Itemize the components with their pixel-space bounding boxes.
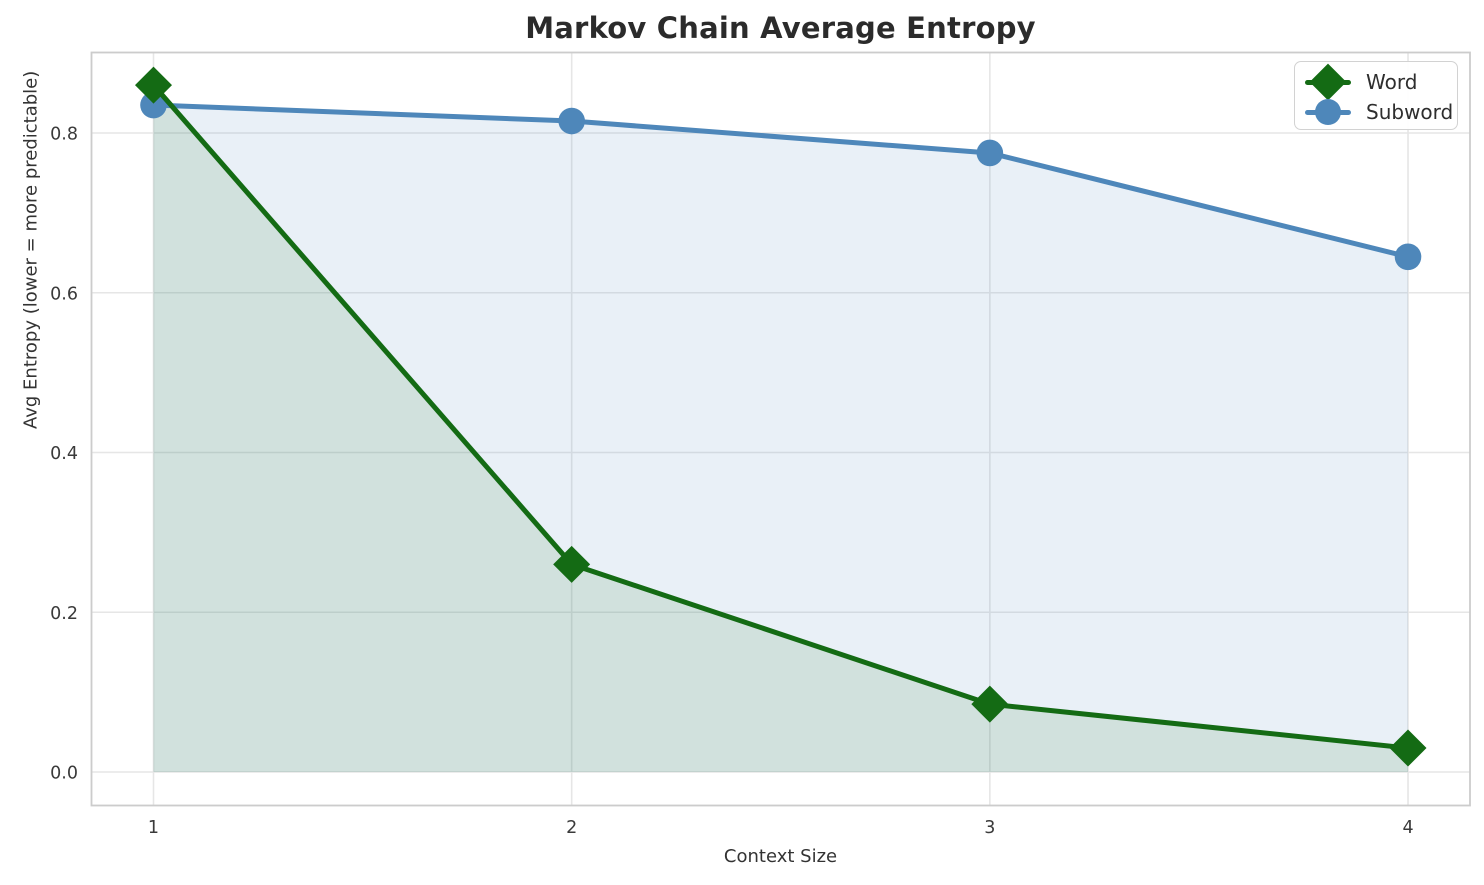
legend-label-word: Word	[1366, 70, 1418, 94]
data-point-subword	[140, 91, 167, 119]
x-axis-label: Context Size	[723, 846, 838, 867]
area-fill-word	[153, 85, 1409, 772]
legend-item-word: Word	[1303, 63, 1447, 101]
y-tick-label: 0.8	[50, 125, 78, 145]
data-point-word	[553, 545, 591, 583]
data-point-subword	[558, 107, 585, 135]
data-point-word	[971, 685, 1009, 723]
plot-border	[90, 51, 1471, 807]
y-tick-label: 0.0	[50, 764, 78, 784]
word-diamond-marker-icon	[1303, 63, 1353, 101]
area-fill-subword	[153, 105, 1409, 772]
data-point-word	[1389, 729, 1427, 767]
legend: Word Subword	[1294, 61, 1458, 130]
x-tick-label: 3	[984, 818, 995, 838]
y-tick-label: 0.2	[50, 604, 78, 624]
x-tick-label: 4	[1402, 818, 1413, 838]
y-tick-label: 0.6	[50, 284, 78, 304]
x-tick-label: 1	[148, 818, 159, 838]
legend-item-subword: Subword	[1303, 97, 1453, 127]
data-point-word	[135, 66, 172, 104]
subword-circle-marker-icon	[1303, 97, 1353, 127]
x-tick-label: 2	[566, 818, 577, 838]
y-tick-label: 0.4	[50, 444, 78, 464]
data-point-subword	[976, 139, 1004, 167]
legend-label-subword: Subword	[1366, 100, 1454, 124]
series-line-subword	[151, 102, 1411, 260]
data-point-subword	[1394, 243, 1422, 271]
chart-title: Markov Chain Average Entropy	[525, 11, 1036, 45]
series-line-word	[151, 82, 1411, 751]
